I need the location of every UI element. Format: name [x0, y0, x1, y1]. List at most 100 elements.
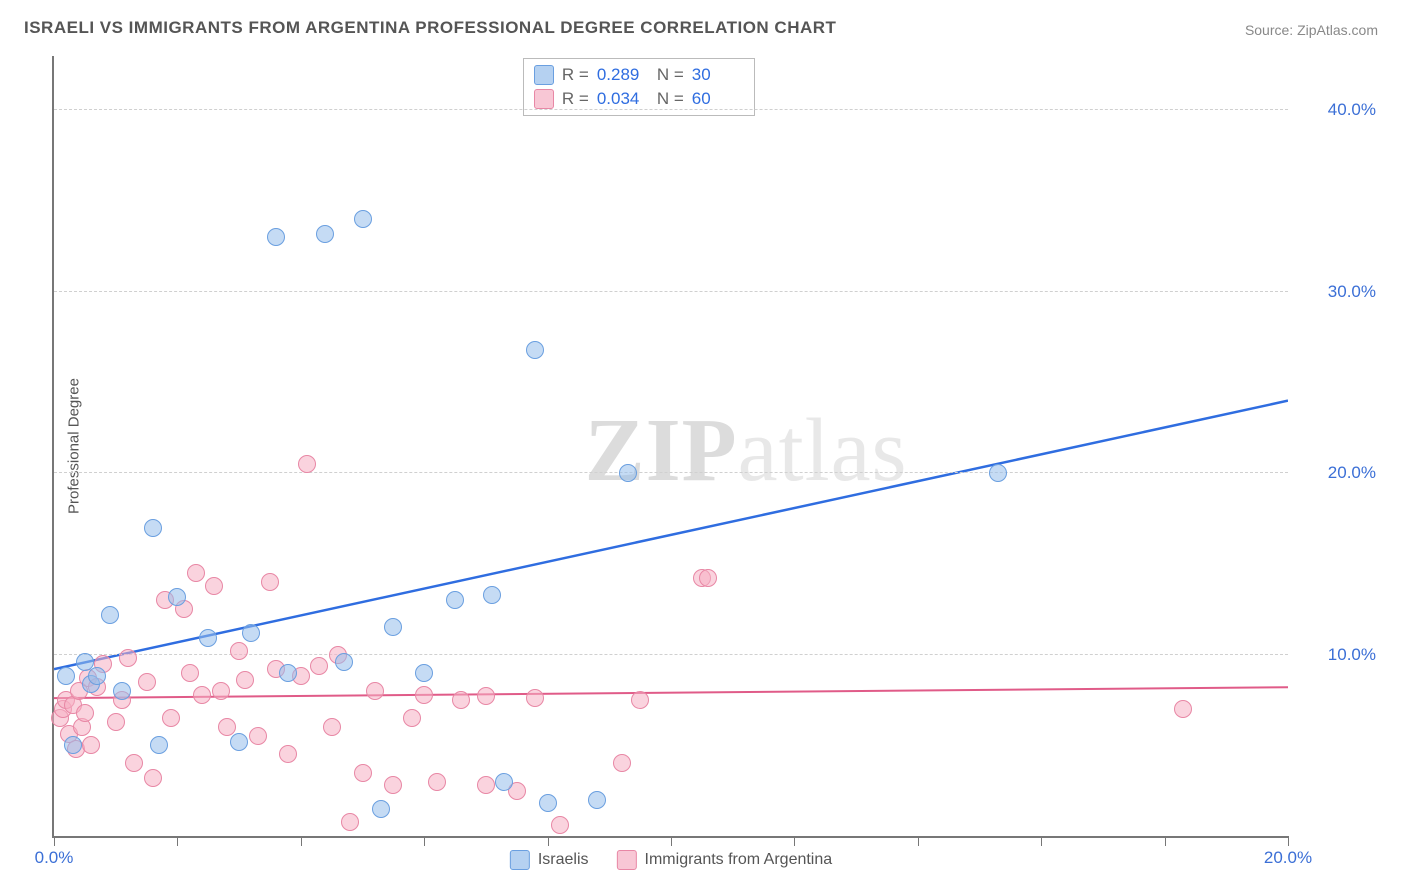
data-point-pink [125, 754, 143, 772]
data-point-pink [428, 773, 446, 791]
data-point-blue [415, 664, 433, 682]
data-point-blue [101, 606, 119, 624]
y-tick-label: 10.0% [1296, 645, 1376, 665]
data-point-blue [372, 800, 390, 818]
data-point-pink [138, 673, 156, 691]
data-point-pink [354, 764, 372, 782]
x-tick [794, 836, 795, 846]
data-point-blue [88, 667, 106, 685]
stats-legend: R = 0.289 N = 30 R = 0.034 N = 60 [523, 58, 755, 116]
y-tick-label: 40.0% [1296, 100, 1376, 120]
x-tick [918, 836, 919, 846]
data-point-pink [212, 682, 230, 700]
data-point-pink [107, 713, 125, 731]
data-point-pink [205, 577, 223, 595]
data-point-pink [415, 686, 433, 704]
data-point-pink [144, 769, 162, 787]
plot-area: ZIPatlas R = 0.289 N = 30 R = 0.034 N = … [52, 56, 1288, 838]
data-point-blue [989, 464, 1007, 482]
data-point-blue [113, 682, 131, 700]
watermark-part2: atlas [738, 401, 908, 500]
x-tick-label: 20.0% [1264, 848, 1312, 868]
data-point-pink [76, 704, 94, 722]
trendline-blue [54, 401, 1288, 669]
stat-N-pink: 60 [692, 89, 744, 109]
data-point-pink [341, 813, 359, 831]
data-point-blue [539, 794, 557, 812]
x-tick [424, 836, 425, 846]
y-tick-label: 20.0% [1296, 463, 1376, 483]
data-point-blue [64, 736, 82, 754]
legend-label-pink: Immigrants from Argentina [645, 851, 833, 869]
legend-item-pink: Immigrants from Argentina [617, 850, 833, 870]
legend-item-blue: Israelis [510, 850, 589, 870]
data-point-pink [366, 682, 384, 700]
data-point-pink [310, 657, 328, 675]
x-tick [54, 836, 55, 846]
trend-svg [54, 56, 1288, 836]
data-point-pink [631, 691, 649, 709]
data-point-pink [699, 569, 717, 587]
data-point-blue [335, 653, 353, 671]
stat-R-label2: R = [562, 89, 589, 109]
stats-row-pink: R = 0.034 N = 60 [534, 87, 744, 111]
data-point-pink [452, 691, 470, 709]
data-point-blue [446, 591, 464, 609]
series-legend: Israelis Immigrants from Argentina [510, 850, 832, 870]
data-point-pink [477, 687, 495, 705]
data-point-pink [82, 736, 100, 754]
data-point-pink [551, 816, 569, 834]
data-point-pink [236, 671, 254, 689]
x-tick [548, 836, 549, 846]
chart-title: ISRAELI VS IMMIGRANTS FROM ARGENTINA PRO… [24, 18, 836, 38]
data-point-blue [483, 586, 501, 604]
stat-N-label: N = [657, 65, 684, 85]
stats-row-blue: R = 0.289 N = 30 [534, 63, 744, 87]
stat-N-blue: 30 [692, 65, 744, 85]
data-point-pink [526, 689, 544, 707]
data-point-blue [619, 464, 637, 482]
legend-label-blue: Israelis [538, 851, 589, 869]
x-tick [1288, 836, 1289, 846]
data-point-pink [187, 564, 205, 582]
source-attribution: Source: ZipAtlas.com [1245, 22, 1378, 38]
x-tick-label: 0.0% [35, 848, 74, 868]
data-point-pink [162, 709, 180, 727]
x-tick [1165, 836, 1166, 846]
data-point-blue [144, 519, 162, 537]
data-point-pink [613, 754, 631, 772]
y-tick-label: 30.0% [1296, 282, 1376, 302]
data-point-pink [384, 776, 402, 794]
x-tick [1041, 836, 1042, 846]
watermark-text: ZIPatlas [585, 399, 908, 502]
x-tick [671, 836, 672, 846]
data-point-blue [267, 228, 285, 246]
data-point-blue [230, 733, 248, 751]
data-point-pink [279, 745, 297, 763]
data-point-pink [230, 642, 248, 660]
data-point-blue [199, 629, 217, 647]
data-point-blue [168, 588, 186, 606]
data-point-pink [1174, 700, 1192, 718]
data-point-blue [279, 664, 297, 682]
gridline [54, 109, 1288, 110]
watermark-part1: ZIP [585, 401, 738, 500]
stat-N-label2: N = [657, 89, 684, 109]
data-point-pink [249, 727, 267, 745]
data-point-pink [261, 573, 279, 591]
gridline [54, 291, 1288, 292]
x-tick [177, 836, 178, 846]
swatch-pink [534, 89, 554, 109]
legend-swatch-pink [617, 850, 637, 870]
data-point-pink [298, 455, 316, 473]
trendline-pink [54, 687, 1288, 698]
data-point-blue [57, 667, 75, 685]
legend-swatch-blue [510, 850, 530, 870]
gridline [54, 472, 1288, 473]
data-point-pink [323, 718, 341, 736]
data-point-blue [526, 341, 544, 359]
x-tick [301, 836, 302, 846]
data-point-pink [403, 709, 421, 727]
data-point-pink [193, 686, 211, 704]
stat-R-blue: 0.289 [597, 65, 649, 85]
